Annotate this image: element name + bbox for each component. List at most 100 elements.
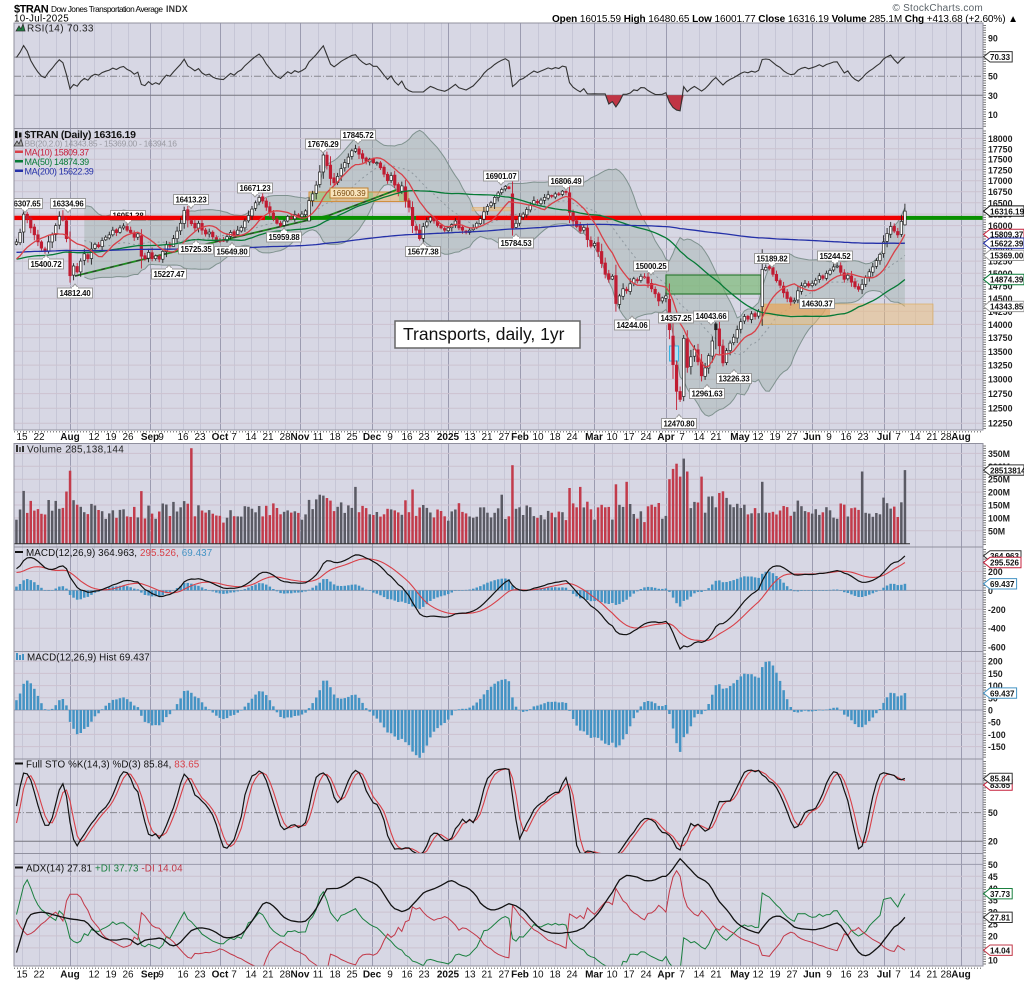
svg-text:Oct: Oct: [212, 432, 229, 443]
svg-text:14: 14: [909, 432, 921, 443]
svg-text:45: 45: [988, 872, 998, 882]
svg-text:364.963: 364.963: [990, 552, 1019, 561]
svg-text:Open 16015.59 High 16480.65 Lo: Open 16015.59 High 16480.65 Low 16001.77…: [552, 14, 1018, 25]
svg-text:22: 22: [33, 432, 45, 443]
svg-text:30: 30: [988, 91, 998, 101]
svg-text:13226.33: 13226.33: [719, 375, 751, 384]
svg-text:28: 28: [279, 432, 291, 443]
svg-text:25: 25: [988, 920, 998, 930]
svg-text:13000: 13000: [988, 375, 1013, 385]
svg-text:Sep: Sep: [141, 970, 159, 981]
svg-text:Aug: Aug: [60, 432, 79, 443]
svg-text:150: 150: [988, 669, 1003, 679]
svg-text:MACD(12,26,9) 364.963, 295.526: MACD(12,26,9) 364.963, 295.526, 69.437: [26, 548, 212, 559]
svg-text:69.437: 69.437: [990, 580, 1015, 589]
svg-text:15959.88: 15959.88: [269, 233, 301, 242]
svg-text:10: 10: [988, 955, 998, 965]
svg-text:12: 12: [88, 432, 100, 443]
svg-text:2025: 2025: [437, 432, 460, 443]
svg-text:12500: 12500: [988, 404, 1013, 414]
svg-text:2025: 2025: [437, 970, 460, 981]
svg-text:17500: 17500: [988, 155, 1013, 165]
svg-text:Dow Jones Transportation Avera: Dow Jones Transportation Average: [51, 4, 163, 14]
svg-text:50: 50: [988, 808, 998, 818]
svg-text:14: 14: [245, 970, 257, 981]
svg-text:21: 21: [926, 970, 938, 981]
svg-text:27: 27: [786, 432, 798, 443]
svg-text:12750: 12750: [988, 389, 1013, 399]
svg-text:Jul: Jul: [877, 432, 892, 443]
svg-text:© StockCharts.com: © StockCharts.com: [892, 3, 983, 14]
svg-text:Nov: Nov: [291, 432, 310, 443]
svg-text:-50: -50: [988, 718, 1001, 728]
svg-text:Aug: Aug: [60, 970, 79, 981]
svg-text:14244.06: 14244.06: [617, 321, 649, 330]
svg-text:18000: 18000: [988, 134, 1013, 144]
svg-text:Dec: Dec: [363, 970, 382, 981]
svg-text:17250: 17250: [988, 165, 1013, 175]
svg-text:25: 25: [346, 970, 358, 981]
svg-text:9: 9: [826, 432, 832, 443]
svg-text:17676.29: 17676.29: [308, 140, 340, 149]
svg-text:14500: 14500: [988, 294, 1013, 304]
svg-text:19: 19: [769, 970, 781, 981]
svg-text:16: 16: [177, 970, 189, 981]
svg-text:19: 19: [769, 432, 781, 443]
svg-text:RSI(14) 70.33: RSI(14) 70.33: [27, 24, 94, 35]
svg-text:21: 21: [481, 970, 493, 981]
svg-text:19: 19: [105, 432, 117, 443]
svg-text:28: 28: [279, 970, 291, 981]
svg-text:14043.66: 14043.66: [696, 312, 728, 321]
svg-text:17000: 17000: [988, 176, 1013, 186]
svg-text:23: 23: [857, 970, 869, 981]
svg-text:Feb: Feb: [511, 970, 529, 981]
svg-text:150M: 150M: [988, 501, 1010, 511]
svg-text:69.437: 69.437: [990, 689, 1015, 698]
svg-text:13: 13: [464, 970, 476, 981]
svg-text:350M: 350M: [988, 449, 1010, 459]
svg-text:11: 11: [313, 970, 324, 981]
svg-text:15227.47: 15227.47: [154, 270, 185, 279]
svg-text:23: 23: [418, 432, 430, 443]
svg-text:14: 14: [909, 970, 921, 981]
svg-text:21: 21: [481, 432, 493, 443]
svg-text:14874.39: 14874.39: [990, 276, 1024, 285]
svg-text:17: 17: [623, 970, 635, 981]
svg-text:-200: -200: [988, 605, 1006, 615]
svg-text:-100: -100: [988, 730, 1006, 740]
svg-text:11: 11: [313, 432, 324, 443]
svg-text:35: 35: [988, 896, 998, 906]
svg-text:10: 10: [988, 110, 998, 120]
svg-text:10: 10: [532, 432, 544, 443]
svg-text:Feb: Feb: [511, 432, 529, 443]
svg-text:37.73: 37.73: [990, 890, 1011, 899]
svg-text:15400.72: 15400.72: [31, 260, 63, 269]
svg-text:MA(50) 14874.39: MA(50) 14874.39: [25, 157, 90, 167]
svg-text:12: 12: [752, 970, 764, 981]
svg-text:12470.80: 12470.80: [664, 420, 696, 429]
svg-text:10: 10: [606, 432, 618, 443]
svg-text:0: 0: [988, 706, 993, 716]
svg-text:13: 13: [464, 432, 476, 443]
svg-text:12: 12: [752, 432, 764, 443]
svg-text:15677.38: 15677.38: [408, 248, 440, 257]
svg-text:MACD(12,26,9) Hist 69.437: MACD(12,26,9) Hist 69.437: [27, 653, 150, 664]
svg-text:9: 9: [826, 970, 832, 981]
svg-text:23: 23: [194, 970, 206, 981]
svg-text:16750: 16750: [988, 187, 1013, 197]
svg-text:16334.96: 16334.96: [53, 200, 85, 209]
svg-text:MA(10) 15809.37: MA(10) 15809.37: [25, 148, 90, 158]
svg-text:23: 23: [194, 432, 206, 443]
svg-text:Aug: Aug: [951, 970, 970, 981]
svg-text:27: 27: [786, 970, 798, 981]
svg-text:13500: 13500: [988, 347, 1013, 357]
svg-text:Volume 285,138,144: Volume 285,138,144: [27, 445, 124, 456]
svg-text:7: 7: [231, 432, 237, 443]
svg-text:Mar: Mar: [585, 970, 603, 981]
svg-text:20: 20: [988, 837, 998, 847]
svg-text:Jun: Jun: [803, 432, 821, 443]
svg-text:15: 15: [16, 432, 28, 443]
svg-text:90: 90: [988, 34, 998, 44]
svg-text:16307.65: 16307.65: [10, 200, 42, 209]
svg-text:Full STO %K(14,3) %D(3) 85.84,: Full STO %K(14,3) %D(3) 85.84, 83.65: [26, 760, 200, 771]
